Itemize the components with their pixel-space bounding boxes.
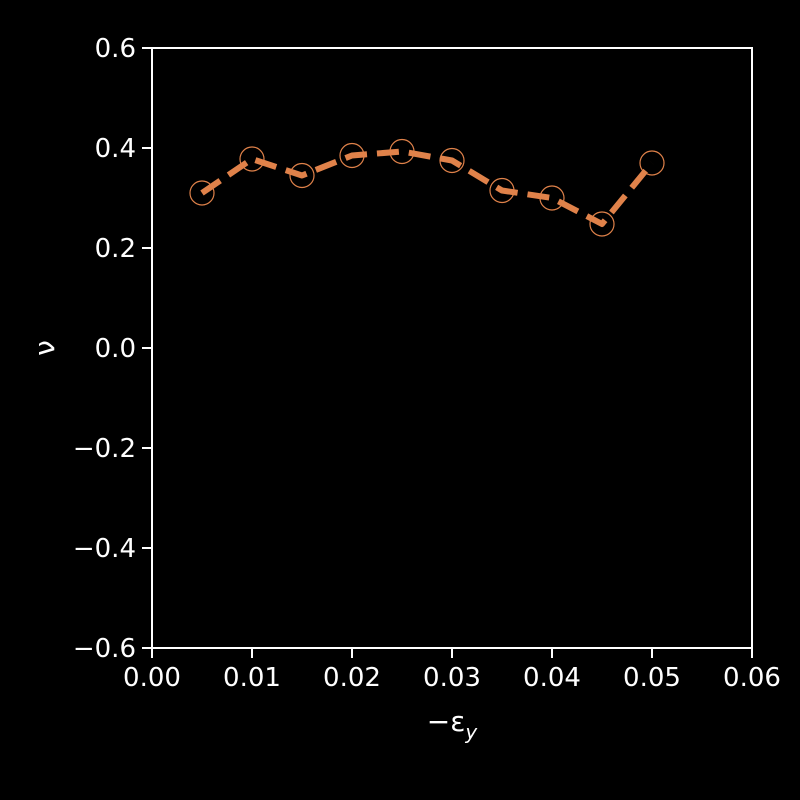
- x-tick-label: 0.01: [223, 663, 281, 693]
- x-tick-label: 0.00: [123, 663, 181, 693]
- x-tick-label: 0.06: [723, 663, 781, 693]
- x-tick-label: 0.03: [423, 663, 481, 693]
- data-point-marker: [439, 147, 465, 174]
- y-tick-label: 0.6: [95, 34, 136, 64]
- y-tick-label: −0.4: [73, 534, 136, 564]
- plot-area: [152, 48, 752, 648]
- x-axis-label-subscript: y: [464, 720, 478, 744]
- y-tick-label: −0.6: [73, 634, 136, 664]
- y-tick-label: 0.0: [95, 334, 136, 364]
- data-point-marker: [589, 211, 615, 237]
- x-tick-label: 0.04: [523, 663, 581, 693]
- x-axis-ticks: 0.00 0.01 0.02 0.03 0.04 0.05 0.06: [123, 648, 781, 693]
- y-tick-label: 0.2: [95, 234, 136, 264]
- data-point-marker: [389, 138, 415, 165]
- y-tick-label: 0.4: [95, 134, 136, 164]
- y-axis-ticks: 0.6 0.4 0.2 0.0 −0.2 −0.4 −0.6: [73, 34, 152, 664]
- x-tick-label: 0.05: [623, 663, 681, 693]
- data-point-marker: [489, 177, 515, 204]
- data-point-marker: [639, 150, 665, 176]
- data-series-group: [189, 138, 665, 237]
- data-point-marker: [239, 146, 265, 172]
- data-point-marker: [339, 142, 365, 169]
- series-line: [200, 148, 655, 227]
- x-axis-label: −εy: [427, 705, 479, 744]
- plot-frame: [151, 47, 753, 649]
- data-point-marker: [539, 185, 565, 211]
- y-axis-label: ν: [28, 340, 61, 356]
- y-tick-label: −0.2: [73, 434, 136, 464]
- data-point-marker: [189, 180, 215, 206]
- x-axis-label-base: −ε: [427, 705, 466, 738]
- x-tick-label: 0.02: [323, 663, 381, 693]
- data-point-marker: [289, 162, 315, 189]
